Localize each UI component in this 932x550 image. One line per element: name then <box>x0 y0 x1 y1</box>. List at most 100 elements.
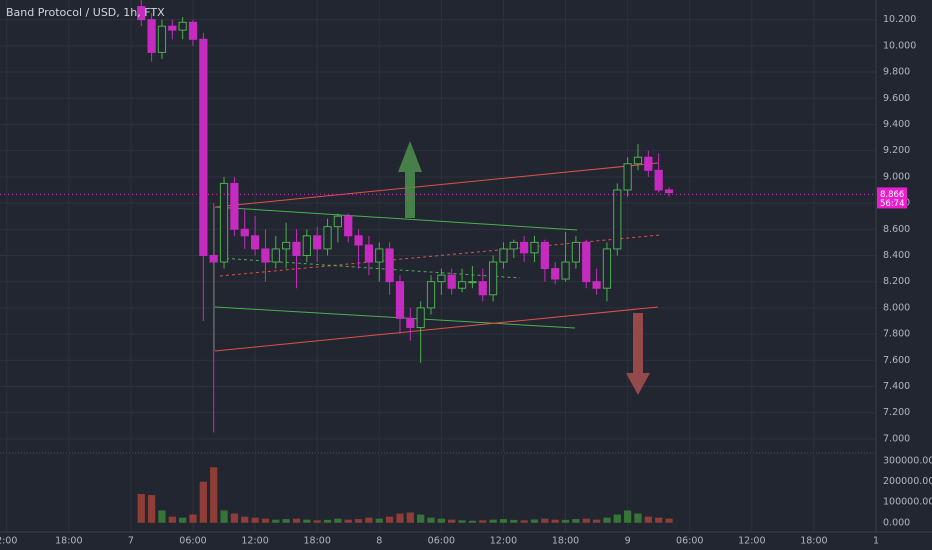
x-tick-label: 12:00 <box>241 536 268 547</box>
volume-bar <box>427 517 435 523</box>
y-tick-label: 9.800 <box>883 67 910 78</box>
volume-bar <box>634 513 642 523</box>
candle-body <box>271 248 280 263</box>
volume-bar <box>603 517 611 523</box>
volume-bar <box>137 494 145 523</box>
volume-bar <box>582 518 590 523</box>
volume-bar <box>313 520 321 523</box>
x-tick-label: 18:00 <box>55 536 82 547</box>
volume-tick-label: 300000.000 <box>883 456 932 467</box>
candle-body <box>457 281 467 289</box>
candle-body <box>282 241 291 250</box>
x-tick-label: 12:00 <box>738 536 765 547</box>
candle-body <box>551 268 560 280</box>
grid <box>0 0 877 531</box>
candle-body <box>168 25 177 31</box>
volume-bar <box>385 516 394 523</box>
volume-bar <box>334 518 342 523</box>
x-tick-label: 2:00 <box>0 536 17 547</box>
volume-bar <box>354 519 363 523</box>
volume-bar <box>541 518 549 523</box>
volume-bar <box>665 518 673 523</box>
candle-body <box>250 235 260 250</box>
candle-body <box>530 241 539 254</box>
candle-body <box>406 317 415 329</box>
volume-bar <box>406 512 414 523</box>
candle-body <box>240 228 249 237</box>
x-tick-label: 1 <box>873 536 879 547</box>
chart-title: Band Protocol / USD, 1h, FTX <box>6 6 165 19</box>
candle-body <box>364 244 374 263</box>
x-tick-label: 8 <box>376 536 382 547</box>
y-tick-label: 10.000 <box>883 40 916 51</box>
volume-tick-label: 200000.000 <box>883 476 932 487</box>
candle-body <box>157 25 167 53</box>
candle-body <box>137 6 146 21</box>
candle-body <box>292 241 301 256</box>
volume-bar <box>261 518 270 523</box>
y-tick-label: 9.200 <box>883 145 910 156</box>
trend-line <box>214 306 659 352</box>
candle-body <box>147 19 156 53</box>
volume-bar <box>499 519 508 523</box>
y-tick-label: 8.600 <box>883 224 910 235</box>
candle-body <box>416 307 425 329</box>
candle-body <box>188 21 198 40</box>
candle-body <box>633 156 643 165</box>
x-tick-label: 12:00 <box>490 536 517 547</box>
y-tick-label: 7.000 <box>883 433 910 444</box>
volume-bar <box>644 516 652 523</box>
volume-bar <box>437 518 445 523</box>
volume-bar <box>624 510 632 523</box>
volume-bar <box>613 514 621 523</box>
y-tick-label: 8.000 <box>883 302 910 313</box>
volume-bar <box>199 481 207 523</box>
y-tick-label: 10.200 <box>883 14 916 25</box>
candle-body <box>602 248 612 289</box>
volume-bar <box>147 495 156 523</box>
volume-bar <box>158 510 166 523</box>
candle-body <box>178 21 187 31</box>
trend-line <box>214 306 576 329</box>
candle-body <box>395 281 405 319</box>
candle-body <box>499 248 508 263</box>
volume-bar <box>365 517 373 523</box>
candle-body <box>209 254 218 263</box>
candle-body <box>623 163 632 191</box>
candle-body <box>488 261 498 296</box>
volume-bar <box>520 520 528 523</box>
x-tick-label: 06:00 <box>676 536 703 547</box>
last-price-label: 8.866 <box>880 190 904 200</box>
candle-body <box>654 169 663 191</box>
candle-body <box>199 38 208 256</box>
volume-bar <box>448 519 456 523</box>
y-tick-label: 8.200 <box>883 276 910 287</box>
volume-bar <box>561 519 570 523</box>
candle-body <box>437 274 446 283</box>
volume-bar <box>220 510 228 523</box>
volume-tick-label: 100000.000 <box>883 497 932 508</box>
trend-line <box>214 206 578 231</box>
x-tick-label: 9 <box>625 536 631 547</box>
volume-bar <box>189 514 197 523</box>
candle-body <box>561 261 570 280</box>
volume-bar <box>292 518 301 523</box>
arrow-down <box>626 313 650 395</box>
x-tick-label: 18:00 <box>800 536 827 547</box>
candle-body <box>333 215 343 228</box>
candle-body <box>344 215 353 237</box>
candle-body <box>375 248 384 263</box>
volume-bar <box>241 516 249 523</box>
y-tick-label: 7.400 <box>883 381 910 392</box>
y-tick-label: 9.400 <box>883 119 910 130</box>
candle-body <box>261 248 270 263</box>
volume-bar <box>458 520 466 523</box>
candle-body <box>478 281 487 296</box>
axes: 7.000 7.200 7.400 7.600 7.800 8.000 8.200 8.400… <box>0 14 932 547</box>
x-tick-label: 18:00 <box>552 536 579 547</box>
candle-body <box>571 241 581 263</box>
y-tick-label: 9.600 <box>883 93 910 104</box>
y-tick-label: 7.600 <box>883 355 910 366</box>
